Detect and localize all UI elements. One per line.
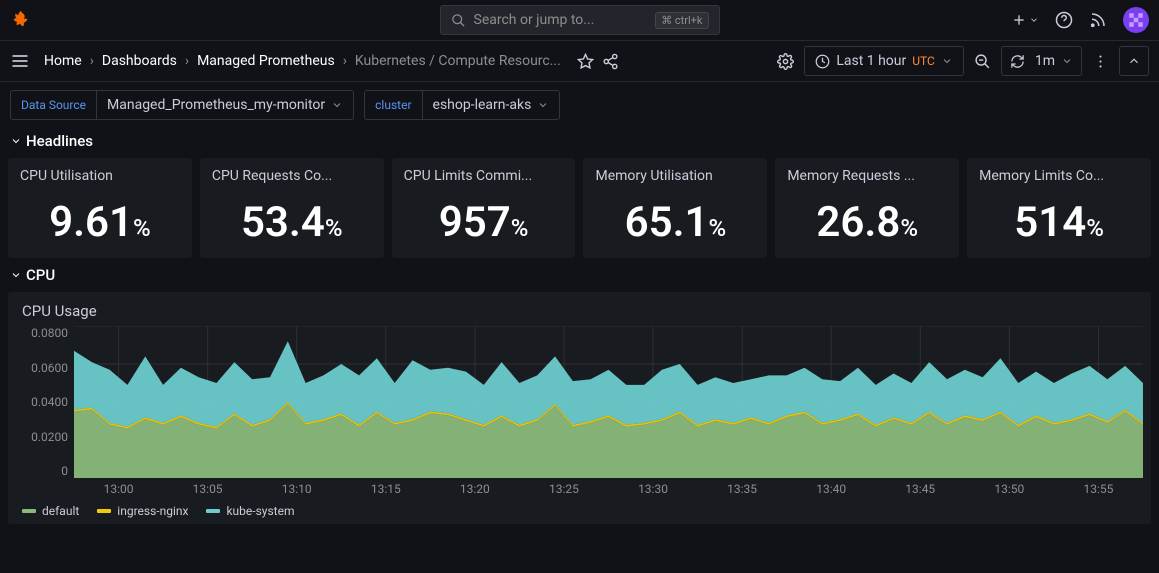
- search-shortcut: ⌘ ctrl+k: [655, 12, 708, 29]
- row-cpu[interactable]: CPU: [0, 262, 1159, 288]
- stat-value: 53.4%: [212, 202, 372, 244]
- news-icon[interactable]: [1089, 11, 1107, 29]
- legend-item[interactable]: kube-system: [206, 504, 294, 518]
- stat-title: CPU Limits Commi...: [404, 168, 564, 184]
- chevron-down-icon: [10, 135, 22, 147]
- chevron-down-icon: [1029, 15, 1039, 25]
- collapse-button[interactable]: [1119, 46, 1149, 76]
- row-headlines[interactable]: Headlines: [0, 128, 1159, 154]
- legend-item[interactable]: ingress-nginx: [97, 504, 188, 518]
- zoom-out-icon[interactable]: [974, 53, 991, 70]
- share-icon[interactable]: [602, 53, 619, 70]
- add-button[interactable]: [1011, 12, 1039, 28]
- chevron-down-icon: [10, 269, 22, 281]
- search-placeholder: Search or jump to...: [474, 12, 595, 28]
- chevron-down-icon: [941, 55, 953, 67]
- stat-value: 957%: [404, 202, 564, 244]
- stat-panel[interactable]: Memory Requests ... 26.8%: [775, 158, 959, 258]
- panel-title: CPU Usage: [8, 302, 1151, 326]
- topbar: Search or jump to... ⌘ ctrl+k: [0, 0, 1159, 40]
- panel-cpu-usage: CPU Usage 0.08000.06000.04000.02000 13:0…: [8, 292, 1151, 524]
- avatar[interactable]: [1123, 7, 1149, 33]
- chevron-down-icon: [331, 99, 343, 111]
- stat-panel[interactable]: CPU Requests Co... 53.4%: [200, 158, 384, 258]
- stat-title: Memory Utilisation: [595, 168, 755, 184]
- var-cluster-value[interactable]: eshop-learn-aks: [422, 90, 561, 120]
- timepicker-label: Last 1 hour: [836, 53, 906, 69]
- star-icon[interactable]: [577, 53, 594, 70]
- crumb-home[interactable]: Home: [44, 53, 82, 69]
- stat-title: Memory Limits Co...: [979, 168, 1139, 184]
- search-input[interactable]: Search or jump to... ⌘ ctrl+k: [440, 5, 720, 35]
- x-axis: 13:0013:0513:1013:1513:2013:2513:3013:35…: [8, 478, 1151, 496]
- clock-icon: [815, 54, 830, 69]
- var-datasource-value[interactable]: Managed_Prometheus_my-monitor: [96, 90, 354, 120]
- var-cluster-label: cluster: [364, 90, 421, 120]
- stat-value: 9.61%: [20, 202, 180, 244]
- timepicker-tz: UTC: [912, 54, 935, 68]
- legend-item[interactable]: default: [22, 504, 79, 518]
- timepicker[interactable]: Last 1 hour UTC: [804, 46, 964, 76]
- var-datasource-label: Data Source: [10, 90, 96, 120]
- stat-panel[interactable]: CPU Limits Commi... 957%: [392, 158, 576, 258]
- stat-title: CPU Requests Co...: [212, 168, 372, 184]
- chevron-down-icon: [537, 99, 549, 111]
- panels-row: CPU Utilisation 9.61%CPU Requests Co... …: [0, 154, 1159, 262]
- grafana-logo[interactable]: [10, 8, 34, 32]
- help-icon[interactable]: [1055, 11, 1073, 29]
- chevron-down-icon: [1061, 55, 1073, 67]
- menu-toggle[interactable]: [10, 51, 30, 71]
- breadcrumb: Home › Dashboards › Managed Prometheus ›…: [44, 53, 561, 69]
- stat-panel[interactable]: CPU Utilisation 9.61%: [8, 158, 192, 258]
- variables-row: Data Source Managed_Prometheus_my-monito…: [0, 82, 1159, 128]
- stat-panel[interactable]: Memory Utilisation 65.1%: [583, 158, 767, 258]
- chart-plot: [74, 326, 1143, 478]
- crumb-folder[interactable]: Managed Prometheus: [197, 53, 335, 69]
- settings-icon[interactable]: [777, 53, 794, 70]
- refresh-icon: [1010, 54, 1025, 69]
- stat-value: 514%: [979, 202, 1139, 244]
- stat-title: CPU Utilisation: [20, 168, 180, 184]
- refresh-picker[interactable]: 1m: [1001, 46, 1082, 76]
- crumb-dashboards[interactable]: Dashboards: [102, 53, 177, 69]
- refresh-interval: 1m: [1035, 53, 1055, 69]
- stat-value: 65.1%: [595, 202, 755, 244]
- y-axis: 0.08000.06000.04000.02000: [16, 326, 74, 478]
- crumb-dashboard[interactable]: Kubernetes / Compute Resourc...: [355, 53, 561, 69]
- search-icon: [451, 13, 466, 28]
- more-icon[interactable]: [1092, 53, 1109, 70]
- stat-value: 26.8%: [787, 202, 947, 244]
- stat-title: Memory Requests ...: [787, 168, 947, 184]
- legend: default ingress-nginx kube-system: [8, 496, 1151, 518]
- nav-row: Home › Dashboards › Managed Prometheus ›…: [0, 40, 1159, 82]
- stat-panel[interactable]: Memory Limits Co... 514%: [967, 158, 1151, 258]
